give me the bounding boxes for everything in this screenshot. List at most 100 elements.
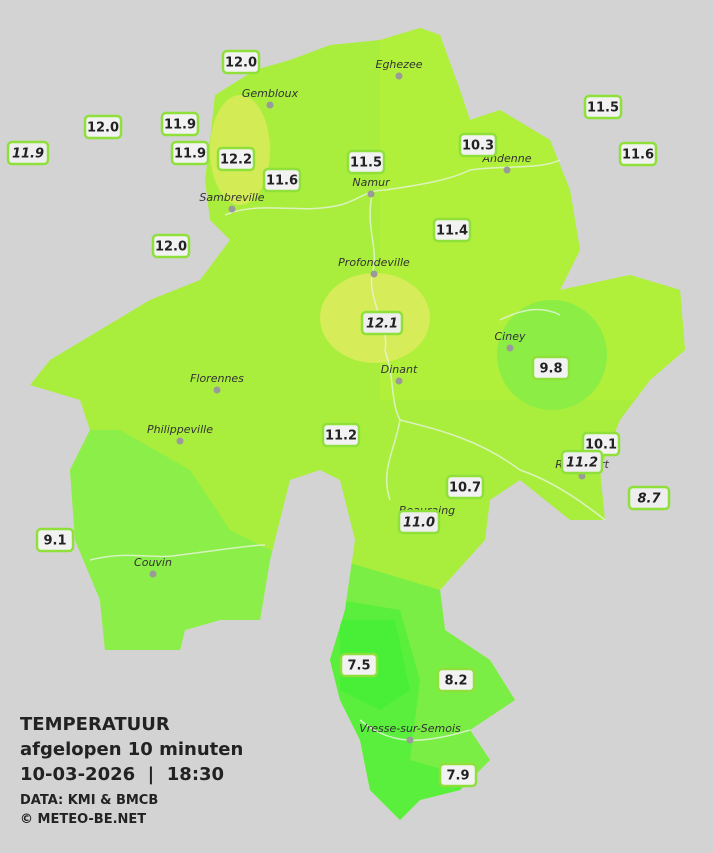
city-dot [395, 377, 403, 385]
station: 11.0 [397, 509, 441, 535]
city-dot [406, 736, 414, 744]
station-box [170, 140, 210, 166]
station-value: 12.0 [155, 240, 187, 255]
station-box [458, 132, 498, 158]
stations: 12.0 11.9 12.0 11.9 11.9 12.2 11.6 11.5 10.3 11.5… [6, 49, 671, 788]
station-value: 10.1 [585, 438, 617, 453]
station-box [160, 111, 200, 137]
station-box [397, 509, 441, 535]
station-box [339, 652, 379, 678]
station-value: 8.2 [444, 674, 467, 689]
station-box [35, 527, 75, 553]
city-name: Namur [352, 176, 391, 189]
station-value: 10.7 [449, 481, 481, 496]
city-dot [367, 190, 375, 198]
station: 12.1 [360, 310, 404, 336]
city-dot [266, 101, 274, 109]
station-box [346, 149, 386, 175]
credit: © METEO-BE.NET [20, 812, 146, 827]
station-value: 11.9 [174, 147, 206, 162]
station-value: 12.2 [220, 153, 252, 168]
station-value: 11.4 [436, 224, 468, 239]
station-value: 11.6 [622, 148, 654, 163]
station-box [531, 355, 571, 381]
station-box [445, 474, 485, 500]
station: 11.2 [321, 422, 361, 448]
city-name: Ciney [495, 330, 526, 343]
station: 11.5 [583, 94, 623, 120]
station: 11.9 [170, 140, 210, 166]
station-value: 12.0 [87, 121, 119, 136]
station: 7.9 [438, 762, 478, 788]
station-box [221, 49, 261, 75]
station-box [6, 140, 50, 166]
station-value: 11.2 [325, 429, 357, 444]
city-dot [370, 270, 378, 278]
city-name: Philippeville [147, 423, 213, 436]
station: 11.2 [560, 449, 604, 475]
city-dot [213, 386, 221, 394]
station-value: 11.9 [12, 147, 44, 162]
city-dot [149, 570, 157, 578]
station: 7.5 [339, 652, 379, 678]
city-dot [228, 205, 236, 213]
city-dot [506, 344, 514, 352]
station-box [360, 310, 404, 336]
station: 8.2 [436, 667, 476, 693]
station: 12.0 [151, 233, 191, 259]
city-name: Profondeville [338, 256, 410, 269]
station-value: 11.5 [350, 156, 382, 171]
station-value: 9.8 [539, 362, 562, 377]
station-value: 9.1 [43, 534, 66, 549]
station-box [438, 762, 478, 788]
rivers [89, 159, 606, 741]
title-line: 10-03-2026 | 18:30 [20, 764, 224, 785]
city-name: Florennes [190, 372, 244, 385]
station-box [151, 233, 191, 259]
station: 12.0 [83, 114, 123, 140]
station-value: 12.0 [225, 56, 257, 71]
station-box [560, 449, 604, 475]
station-box [436, 667, 476, 693]
station-box [216, 146, 256, 172]
station-value: 10.3 [462, 139, 494, 154]
station-value: 11.6 [266, 174, 298, 189]
city-name: Vresse-sur-Semois [359, 722, 461, 735]
station: 11.4 [432, 217, 472, 243]
station: 9.1 [35, 527, 75, 553]
station: 9.8 [531, 355, 571, 381]
station-box [321, 422, 361, 448]
station: 11.5 [346, 149, 386, 175]
station: 11.9 [6, 140, 50, 166]
station: 8.7 [627, 485, 671, 511]
city-name: Eghezee [376, 58, 423, 71]
station-value: 7.5 [347, 659, 370, 674]
station: 11.6 [262, 167, 302, 193]
station-value: 11.9 [164, 118, 196, 133]
station: 10.3 [458, 132, 498, 158]
station: 11.9 [160, 111, 200, 137]
city-dot [503, 166, 511, 174]
city-dot [176, 437, 184, 445]
title-line: afgelopen 10 minuten [20, 739, 243, 760]
station-box [432, 217, 472, 243]
station-box [627, 485, 671, 511]
city-name: Dinant [381, 363, 418, 376]
station: 10.7 [445, 474, 485, 500]
station-value: 11.5 [587, 101, 619, 116]
city-name: Sambreville [199, 191, 264, 204]
credit: DATA: KMI & BMCB [20, 793, 158, 808]
station-box [83, 114, 123, 140]
city-dot [395, 72, 403, 80]
station-value: 11.0 [403, 516, 435, 531]
station-value: 8.7 [637, 492, 661, 507]
station-value: 11.2 [566, 456, 598, 471]
legend: TEMPERATUUR afgelopen 10 minuten 10-03-2… [20, 714, 243, 827]
title-line: TEMPERATUUR [20, 714, 170, 735]
station: 12.2 [216, 146, 256, 172]
station-box [618, 141, 658, 167]
station-box [583, 94, 623, 120]
city-name: Couvin [134, 556, 172, 569]
station-value: 12.1 [366, 317, 398, 332]
